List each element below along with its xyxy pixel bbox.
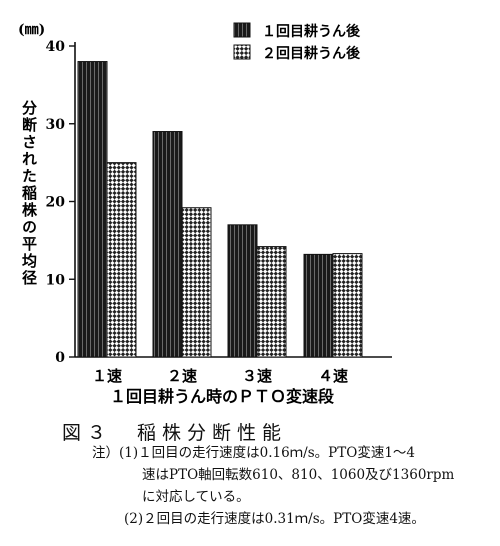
y-tick-label-0: 0 xyxy=(55,350,65,366)
y-tick-label-4: 40 xyxy=(46,39,66,55)
legend-swatch-series-1 xyxy=(233,22,251,38)
note-1-line-1: 注）(1)１回目の走行速度は0.16ｍ/s。PTO変速1～4 xyxy=(92,445,415,461)
bar-series-2-2 xyxy=(181,207,212,358)
x-axis-title: １回目耕うん時のＰＴＯ変速段 xyxy=(110,387,335,406)
bar-series-2-1 xyxy=(106,162,137,358)
legend-swatch-series-2 xyxy=(233,44,251,60)
bars xyxy=(77,61,363,358)
bar-series-1-2 xyxy=(152,131,183,358)
x-tick-label-4: ４速 xyxy=(318,367,348,385)
note-1-line-3: に対応している。 xyxy=(142,489,250,505)
figure-caption: 図３ 稲株分断性能 xyxy=(62,422,288,444)
y-unit-label: (㎜) xyxy=(18,22,45,38)
bar-series-1-3 xyxy=(227,224,258,358)
x-tick-label-3: ３速 xyxy=(242,367,272,385)
y-ticks: 0 10 20 30 40 xyxy=(46,39,75,366)
bar-chart: (㎜) 分断された稲株の平均径 0 10 20 30 40 １速 ２速 ３速 ４速 １回目耕う… xyxy=(18,22,392,406)
note-2: (2)２回目の走行速度は0.31ｍ/s。PTO変速4速。 xyxy=(124,511,425,527)
y-axis-title: 分断された稲株の平均径 xyxy=(20,100,38,287)
bar-series-2-3 xyxy=(256,246,287,358)
legend: １回目耕うん後 ２回目耕うん後 xyxy=(233,22,361,62)
note-1-line-2: 速はPTO軸回転数610、810、1060及び1360rpm xyxy=(142,467,455,483)
y-tick-label-3: 30 xyxy=(46,117,66,133)
bar-series-1-4 xyxy=(303,253,334,358)
bar-series-2-4 xyxy=(332,253,363,358)
x-tick-label-2: ２速 xyxy=(167,367,197,385)
x-tick-label-1: １速 xyxy=(92,367,122,385)
legend-label-series-2: ２回目耕うん後 xyxy=(262,45,361,62)
y-tick-label-2: 20 xyxy=(46,195,66,211)
bar-series-1-1 xyxy=(77,61,108,358)
y-tick-label-1: 10 xyxy=(46,272,66,288)
legend-label-series-1: １回目耕うん後 xyxy=(262,23,361,40)
x-ticks: １速 ２速 ３速 ４速 xyxy=(92,367,348,385)
